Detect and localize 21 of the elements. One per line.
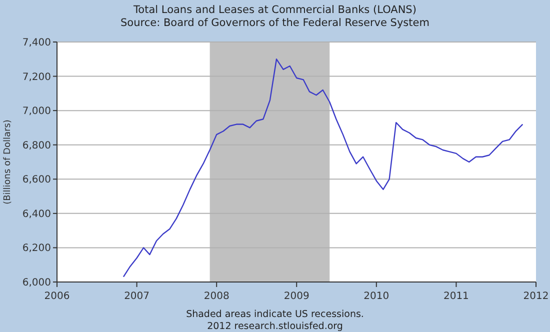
y-tick-label: 7,200 bbox=[22, 72, 51, 83]
chart-subtitle: Source: Board of Governors of the Federal Reserve System bbox=[120, 17, 430, 29]
chart-title: Total Loans and Leases at Commercial Banks (LOANS) bbox=[132, 4, 416, 16]
y-tick-label: 6,000 bbox=[22, 278, 51, 288]
x-tick-label: 2011 bbox=[443, 291, 469, 302]
x-tick-label: 2010 bbox=[364, 291, 390, 302]
y-tick-label: 6,600 bbox=[22, 174, 51, 186]
x-tick-label: 2009 bbox=[284, 291, 310, 302]
x-tick-label: 2007 bbox=[124, 291, 150, 302]
x-tick-label: 2008 bbox=[204, 291, 230, 302]
x-tick-label: 2006 bbox=[44, 291, 70, 302]
line-series bbox=[122, 58, 524, 278]
y-tick-label: 6,800 bbox=[22, 140, 51, 152]
x-tick-label: 2012 bbox=[523, 291, 549, 302]
y-tick-label: 7,000 bbox=[22, 106, 51, 118]
text: Shaded areas indicate US recessions. bbox=[186, 309, 364, 320]
y-tick-label: 7,400 bbox=[22, 38, 51, 48]
y-tick-label: 6,400 bbox=[22, 208, 51, 220]
y-tick-label: 6,200 bbox=[22, 243, 51, 254]
y-axis-title: (Billions of Dollars) bbox=[3, 120, 13, 204]
text: 2012 research.stlouisfed.org bbox=[207, 321, 343, 332]
